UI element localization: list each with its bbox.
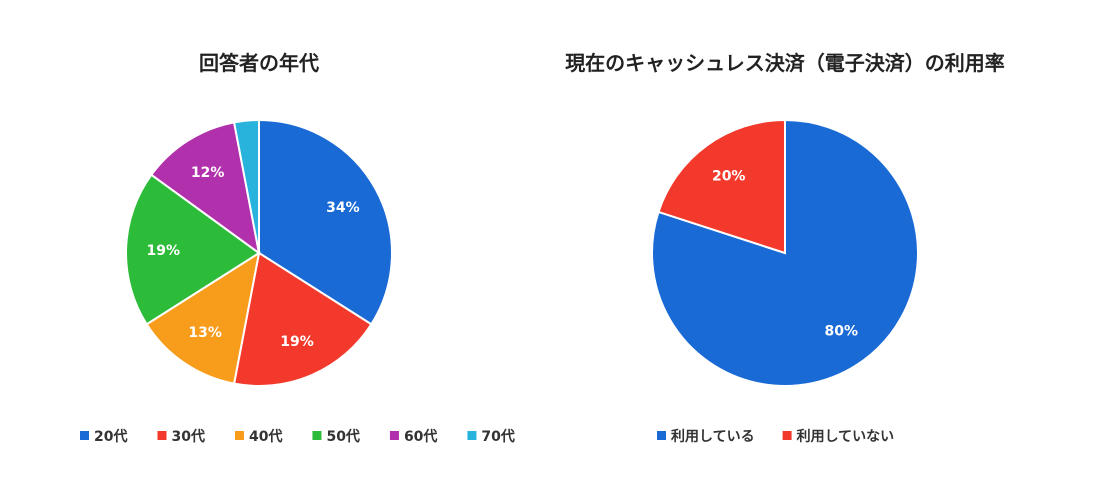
pie-chart-age: 34% 19% 13% 19% 12% [125,118,393,387]
legend-label-0-3: 50代 [326,428,359,445]
slice-label-0-2: 13% [188,325,222,341]
chart-title-cashless-usage: 現在のキャッシュレス決済（電子決済）の利用率 [565,51,1005,75]
legend-swatch-1-1 [782,431,792,440]
legend-label-0-5: 70代 [481,428,514,445]
slice-label-0-0: 34% [326,200,360,216]
pie-slice-0-3 [125,173,261,326]
pie-chart-cashless-usage: 80% 20% [651,118,919,387]
pie-slice-0-5 [232,118,260,254]
legend-label-0-0: 20代 [94,428,127,445]
legend-swatch-1-0 [657,431,666,440]
legend-age: 20代 30代 40代 50代 60代 70代 [80,428,515,445]
legend-swatch-0-0 [80,431,89,440]
pie-slice-0-4 [150,121,261,256]
pie-slice-0-1 [232,251,373,387]
slice-label-0-1: 19% [280,334,314,350]
legend-swatch-0-4 [389,431,399,440]
legend-label-1-0: 利用している [671,428,755,445]
pie-slice-1-1 [657,118,786,255]
slice-label-0-4: 12% [191,165,225,181]
chart-title-age: 回答者の年代 [199,51,319,75]
slice-label-0-3: 19% [147,243,181,259]
slice-label-1-1: 20% [712,169,746,185]
legend-swatch-0-2 [234,431,244,440]
legend-cashless-usage: 利用している 利用していない [657,428,894,445]
legend-label-0-2: 40代 [249,428,282,445]
legend-swatch-0-3 [312,431,322,440]
legend-label-0-1: 30代 [171,428,204,445]
legend-label-0-4: 60代 [404,428,437,445]
legend-swatch-0-5 [467,431,477,440]
slice-label-1-0: 80% [825,323,859,339]
pie-slice-0-2 [145,250,261,385]
legend-swatch-0-1 [157,431,167,440]
legend-label-1-1: 利用していない [797,428,895,445]
